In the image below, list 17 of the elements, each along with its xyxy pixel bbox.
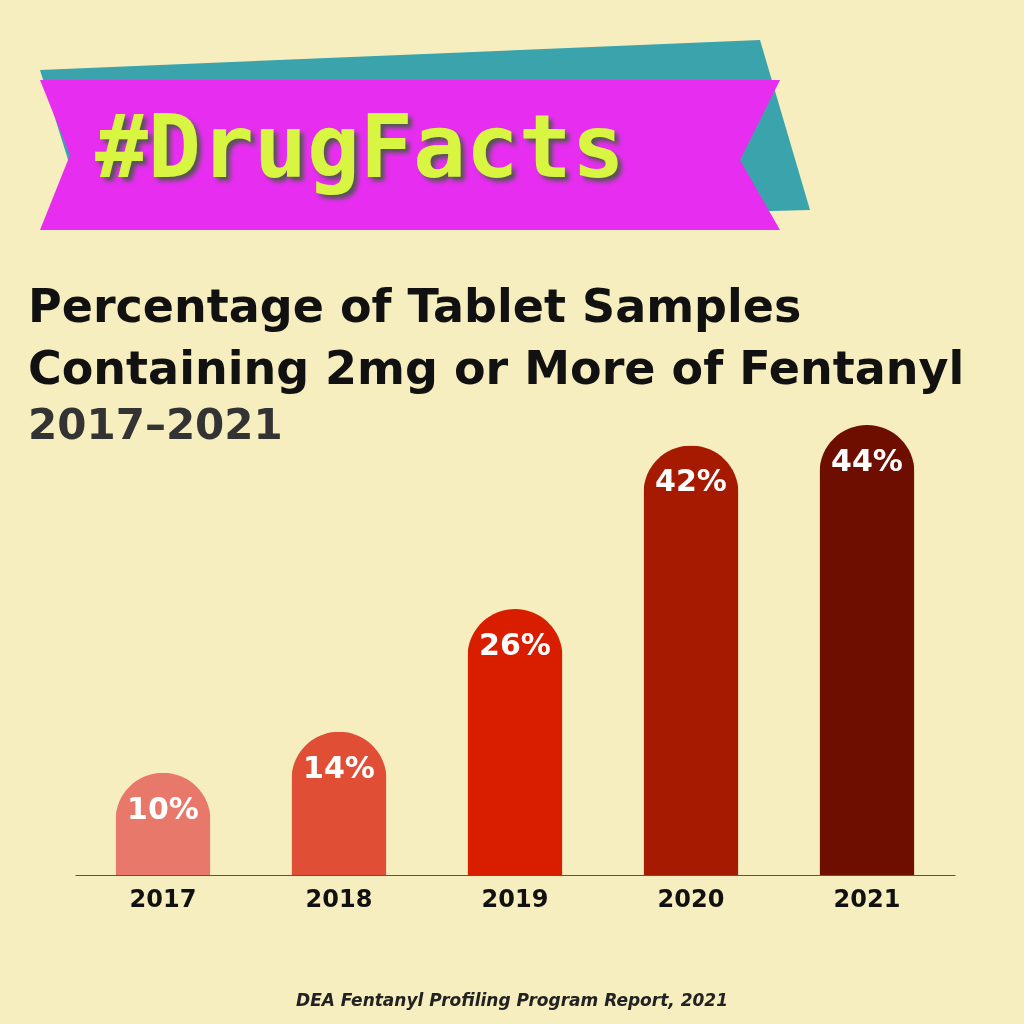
text: DEA Fentanyl Profiling Program Report, 2021 <box>295 990 729 1010</box>
text: #DrugFacts <box>95 95 625 198</box>
bar <box>819 425 915 875</box>
chart-title: Percentage of Tablet Samples Containing 2mg or More of Fentanyl <box>28 278 966 397</box>
x-tick-label: 2021 <box>833 884 901 913</box>
bar <box>643 445 739 875</box>
data-label: 14% <box>303 749 375 785</box>
data-label: 26% <box>479 627 551 663</box>
bar <box>467 609 563 875</box>
chart-subtitle: 2017–2021 <box>28 400 283 449</box>
data-label: 44% <box>831 443 903 478</box>
x-tick-label: 2020 <box>657 884 725 913</box>
data-label: 10% <box>127 790 199 826</box>
x-tick-label: 2018 <box>305 884 373 913</box>
x-tick-label: 2017 <box>129 884 197 913</box>
x-tick-label: 2019 <box>481 884 549 913</box>
data-label: 42% <box>655 463 727 499</box>
